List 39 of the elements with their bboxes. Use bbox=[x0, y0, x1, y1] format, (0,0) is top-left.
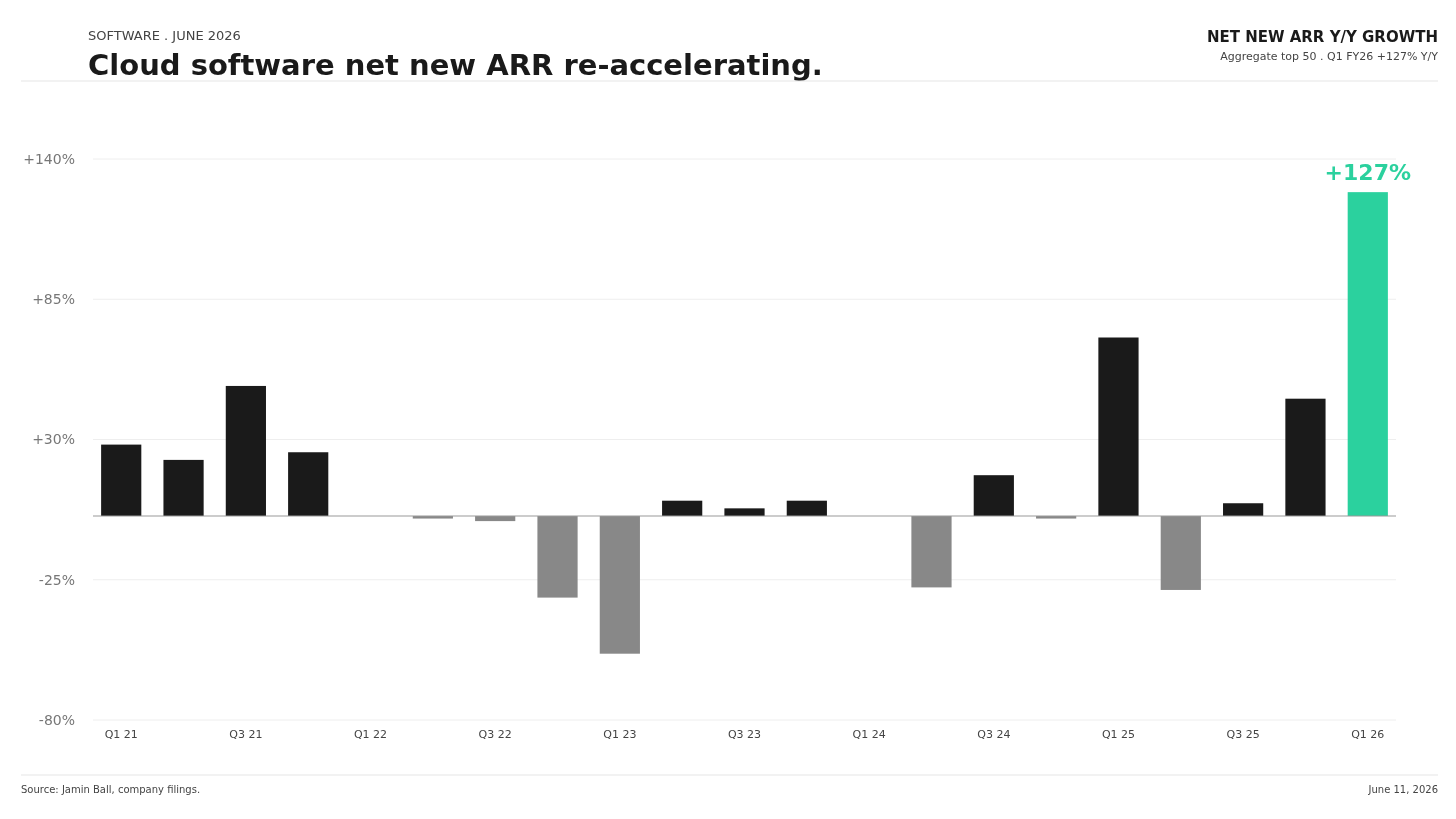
bar bbox=[1347, 192, 1388, 516]
x-tick-label: Q1 24 bbox=[852, 728, 886, 741]
y-tick-label: -25% bbox=[38, 571, 75, 588]
bar bbox=[163, 459, 204, 516]
x-tick-label: Q1 22 bbox=[353, 728, 388, 741]
text: NET NEW ARR Y/Y GROWTH bbox=[1206, 28, 1438, 46]
x-tick-label: Q3 21 bbox=[229, 728, 263, 741]
text: June 11, 2026 bbox=[1367, 784, 1438, 795]
x-tick-label: Q1 23 bbox=[603, 728, 637, 741]
x-tick-label: Q3 24 bbox=[977, 728, 1011, 741]
chart-subtitle: SOFTWARE . JUNE 2026 bbox=[88, 28, 241, 43]
bar bbox=[101, 444, 142, 516]
bar bbox=[537, 516, 578, 598]
x-tick-label: Q3 23 bbox=[727, 728, 762, 741]
y-tick-label: -80% bbox=[38, 711, 75, 728]
bar bbox=[599, 516, 640, 654]
y-tick-label: +30% bbox=[32, 431, 75, 448]
bar bbox=[724, 508, 765, 516]
x-tick-label: Q3 22 bbox=[478, 728, 512, 741]
x-tick-label: Q3 25 bbox=[1226, 728, 1260, 741]
x-tick-label: Q1 26 bbox=[1351, 728, 1385, 741]
data-label: +127% bbox=[1324, 160, 1411, 186]
bar bbox=[225, 385, 266, 516]
source-note: Source: Jamin Ball, company filings. bbox=[21, 784, 201, 795]
text: Aggregate top 50 . Q1 FY26 +127% Y/Y bbox=[1220, 50, 1439, 63]
bar bbox=[1098, 337, 1139, 516]
x-tick-label: Q1 21 bbox=[104, 728, 138, 741]
bar bbox=[911, 516, 952, 588]
bar bbox=[786, 500, 827, 516]
bar bbox=[288, 452, 329, 516]
bar bbox=[1223, 503, 1264, 516]
y-tick-label: +85% bbox=[32, 291, 75, 308]
chart-title: Cloud software net new ARR re-accelerating. bbox=[88, 48, 823, 82]
bar bbox=[1160, 516, 1201, 590]
bar bbox=[973, 475, 1014, 516]
x-tick-label: Q1 25 bbox=[1101, 728, 1136, 741]
bar bbox=[662, 500, 703, 516]
bar bbox=[1285, 398, 1326, 516]
y-tick-label: +140% bbox=[23, 150, 75, 167]
